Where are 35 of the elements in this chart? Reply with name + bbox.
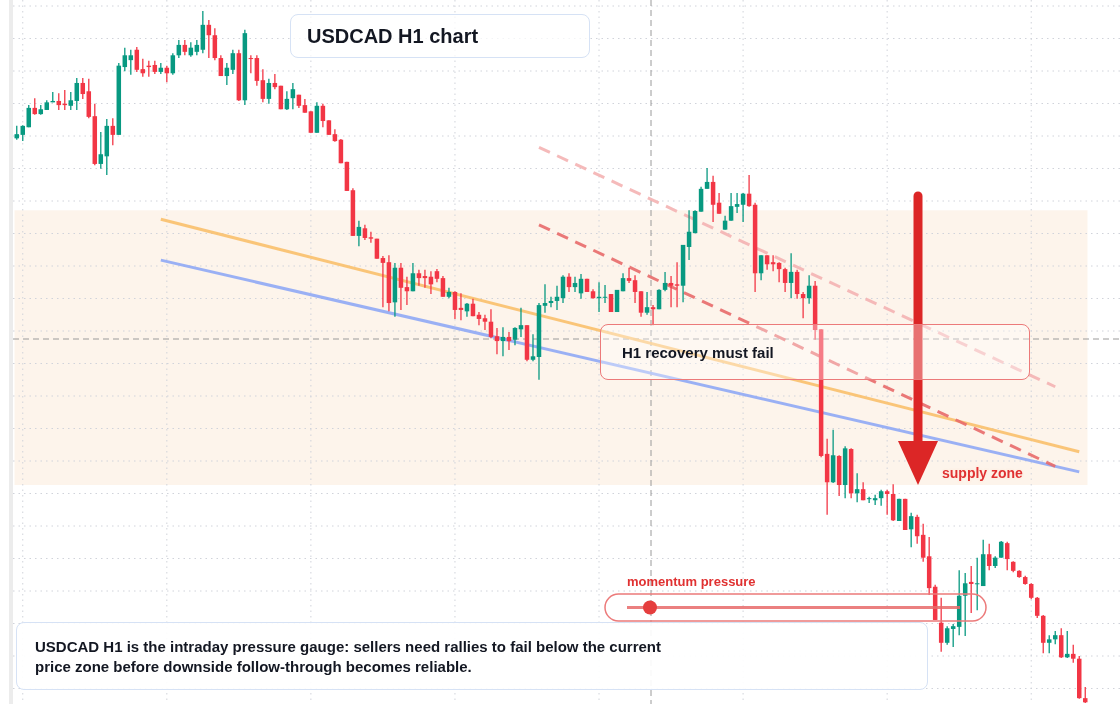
- candlestick: [632, 274, 638, 304]
- candlestick: [380, 255, 386, 308]
- candlestick: [944, 625, 950, 646]
- candlestick: [98, 131, 104, 170]
- candlestick: [728, 192, 734, 222]
- candlestick: [122, 47, 128, 72]
- candlestick: [950, 623, 956, 648]
- candlestick: [530, 333, 536, 362]
- candlestick: [668, 275, 674, 308]
- candlestick: [368, 231, 374, 244]
- candlestick: [704, 167, 710, 190]
- candlestick: [782, 267, 788, 293]
- candlestick: [482, 314, 488, 331]
- annotation: USDCAD H1 is the intraday pressure gauge: sellers need rallies to fail below the current price zone before downside follow-through becomes reliable.: [35, 637, 662, 677]
- candlestick: [734, 192, 740, 214]
- candlestick: [260, 68, 266, 103]
- title-box: USDCAD H1 chart: [290, 14, 590, 58]
- candlestick: [494, 327, 500, 355]
- candlestick: [416, 269, 422, 287]
- candlestick: [626, 267, 632, 284]
- candlestick: [662, 271, 668, 292]
- candlestick: [308, 110, 314, 134]
- annotation: momentum pressure: [627, 574, 756, 589]
- candlestick: [230, 49, 236, 75]
- callout-box: H1 recovery must fail: [600, 324, 1030, 380]
- note-box: USDCAD H1 is the intraday pressure gauge: sellers need rallies to fail below the current price zone before downside follow-through becomes reliable.: [16, 622, 928, 690]
- candlestick: [638, 290, 644, 318]
- candlestick: [542, 283, 548, 314]
- candlestick: [644, 291, 650, 316]
- candlestick: [674, 261, 680, 308]
- candlestick: [128, 49, 134, 76]
- candlestick: [440, 275, 446, 298]
- band-label: supply zone: [942, 465, 1024, 482]
- candlestick: [986, 543, 992, 571]
- candlestick: [884, 489, 890, 516]
